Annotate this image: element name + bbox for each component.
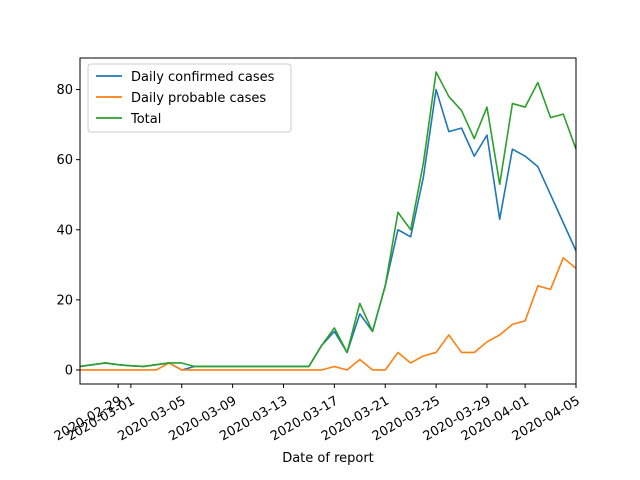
x-axis-label: Date of report <box>282 451 374 466</box>
y-tick-label: 20 <box>56 293 73 308</box>
legend-entry-1: Daily confirmed cases <box>131 70 275 85</box>
series-line-2 <box>80 257 577 371</box>
legend-box <box>87 63 292 133</box>
plot-area <box>79 71 577 371</box>
series-line-3 <box>79 71 577 368</box>
y-tick-label: 40 <box>56 223 73 238</box>
y-tick-label: 80 <box>56 83 73 98</box>
y-tick-label: 0 <box>65 363 73 378</box>
legend-entry-3: Total <box>130 112 161 127</box>
legend: Daily confirmed cases Daily probable case… <box>87 63 292 133</box>
legend-entry-2: Daily probable cases <box>131 91 266 106</box>
axes-frame <box>79 57 577 385</box>
y-tick-label: 60 <box>56 153 73 168</box>
